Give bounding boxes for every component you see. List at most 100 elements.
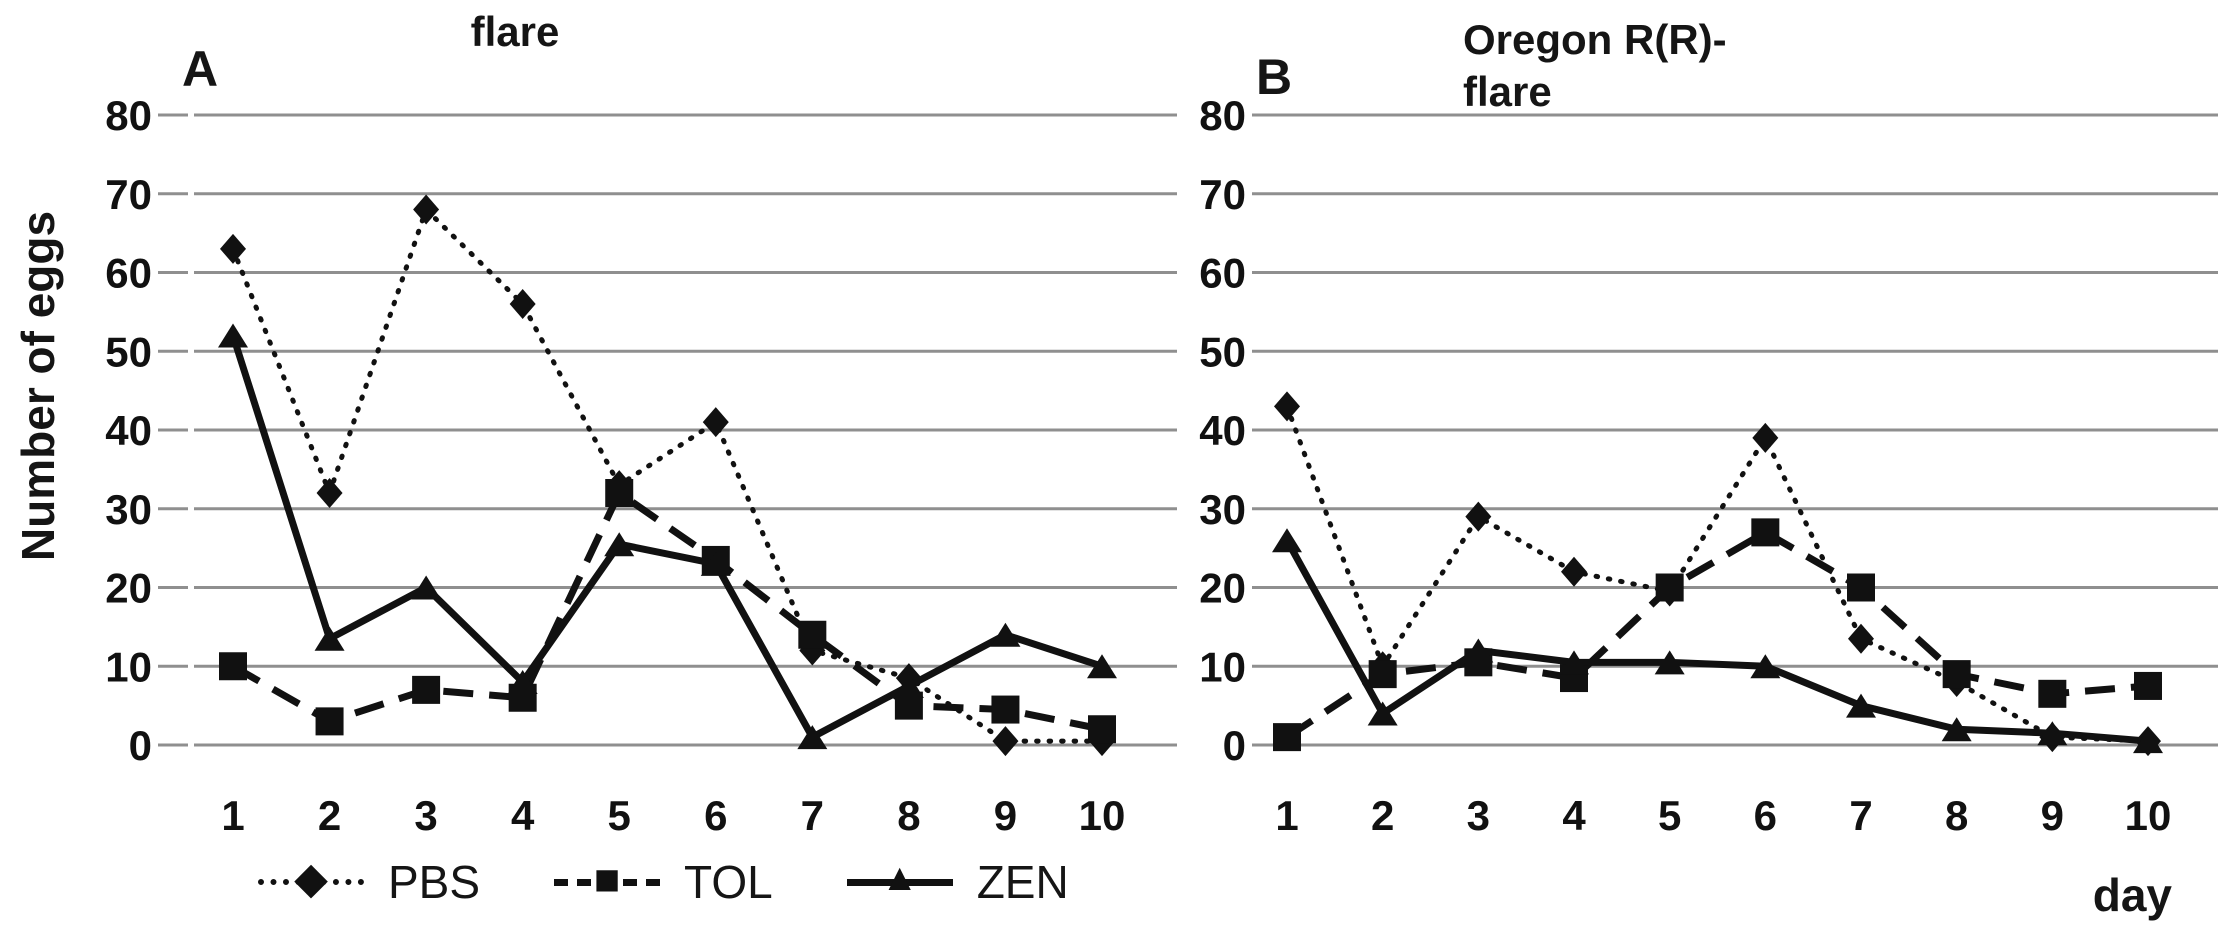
y-tick-label: 30 [105,486,152,533]
marker-TOL-day10 [1088,715,1116,744]
marker-ZEN-day4 [507,670,538,694]
y-tick-label: 20 [105,565,152,612]
marker-TOL-day2 [315,707,344,736]
square-marker-icon: ■ [593,854,621,904]
diamond-marker-icon: ◆ [294,854,328,903]
y-tick-label: 60 [105,250,152,297]
marker-ZEN-day3 [411,575,442,600]
x-tick-label: 1 [221,792,244,839]
dashed-line-sample: ■ [554,857,661,901]
series-ZEN-line [229,334,1104,742]
marker-ZEN-day2 [1367,701,1398,726]
legend-label-pbs: PBS [388,856,481,908]
x-axis-title: day [2092,869,2172,921]
panel-b-title: Oregon R(R)- flare [1463,14,1727,118]
legend-label-zen: ZEN [976,856,1069,908]
marker-TOL-day8 [1942,660,1971,689]
legend: ◆ PBS ■ TOL ▲ ZEN [258,850,1069,914]
x-tick-label: 9 [2041,792,2064,839]
x-tick-label: 6 [704,792,727,839]
y-tick-label: 30 [1199,486,1246,533]
y-tick-label: 40 [1199,407,1246,454]
marker-ZEN-day4 [1559,650,1589,675]
marker-ZEN-day2 [314,626,345,651]
marker-TOL-day7 [798,620,827,649]
marker-PBS-day9 [992,726,1019,757]
panel-b-letter: B [1256,49,1293,105]
marker-ZEN-day6 [1750,654,1781,679]
marker-TOL-day2 [1368,660,1397,689]
series-TOL-line [1285,528,2149,741]
legend-label-tol: TOL [684,856,773,908]
series-TOL-line [231,487,1103,733]
panel-a-title: flare [470,8,560,55]
y-tick-label: 80 [1199,92,1246,139]
marker-ZEN-day10 [2133,729,2163,754]
series-PBS-line [230,204,1105,744]
marker-ZEN-day6 [700,551,731,576]
marker-ZEN-day1 [1272,528,1302,553]
marker-PBS-day1 [220,233,246,264]
x-tick-label: 8 [1945,792,1968,839]
x-tick-label: 5 [608,792,631,839]
marker-ZEN-day8 [1941,717,1972,742]
marker-ZEN-day3 [1463,638,1494,663]
marker-ZEN-day10 [1087,654,1117,679]
x-tick-label: 10 [1079,792,1126,839]
marker-PBS-day1 [1274,391,1300,422]
marker-ZEN-day8 [893,673,924,698]
x-tick-label: 2 [318,792,341,839]
y-tick-label: 40 [105,407,152,454]
marker-PBS-day2 [316,478,343,508]
x-tick-label: 7 [1849,792,1872,839]
marker-ZEN-day7 [797,725,828,750]
x-tick-label: 3 [414,792,437,839]
y-axis-title: Number of eggs [12,210,64,562]
y-tick-label: 80 [105,92,152,139]
panel-a-letter: A [182,41,219,97]
y-tick-label: 50 [105,328,152,375]
marker-PBS-day4 [1561,556,1587,587]
marker-TOL-day5 [1655,573,1684,602]
x-tick-label: 4 [1562,792,1586,839]
x-tick-label: 8 [897,792,920,839]
marker-TOL-day7 [1847,573,1875,602]
panel-b-title-line2: flare [1463,68,1552,115]
x-tick-label: 6 [1754,792,1777,839]
y-tick-label: 0 [129,722,152,769]
marker-TOL-day9 [991,695,1020,724]
legend-item-pbs: ◆ PBS [258,855,480,909]
marker-PBS-day6 [702,407,729,438]
marker-TOL-day10 [2134,671,2162,700]
marker-ZEN-day5 [1654,650,1685,675]
y-tick-label: 0 [1223,722,1246,769]
marker-ZEN-day1 [218,323,248,348]
solid-line-sample: ▲ [846,859,953,897]
marker-TOL-day6 [1751,518,1780,547]
y-tick-label: 70 [1199,171,1246,218]
marker-ZEN-day9 [2037,721,2068,746]
panel-b-title-line1: Oregon R(R)- [1463,16,1727,63]
y-tick-label: 70 [105,171,152,218]
marker-PBS-day6 [1752,422,1779,453]
y-tick-label: 50 [1199,328,1246,375]
marker-ZEN-day9 [990,622,1021,647]
x-tick-label: 3 [1467,792,1490,839]
marker-TOL-day1 [1273,723,1301,752]
marker-PBS-day7 [1848,623,1874,654]
marker-PBS-day3 [1465,501,1492,532]
marker-PBS-day4 [509,289,536,319]
x-tick-label: 1 [1275,792,1298,839]
y-tick-label: 10 [105,643,152,690]
triangle-marker-icon: ▲ [880,856,919,899]
y-tick-label: 60 [1199,250,1246,297]
marker-TOL-day5 [605,479,634,507]
marker-TOL-day1 [219,652,247,681]
series-ZEN-line [1283,538,2149,745]
legend-item-tol: ■ TOL [554,855,773,909]
x-tick-label: 10 [2125,792,2172,839]
y-tick-label: 10 [1199,643,1246,690]
marker-ZEN-day5 [604,532,635,557]
